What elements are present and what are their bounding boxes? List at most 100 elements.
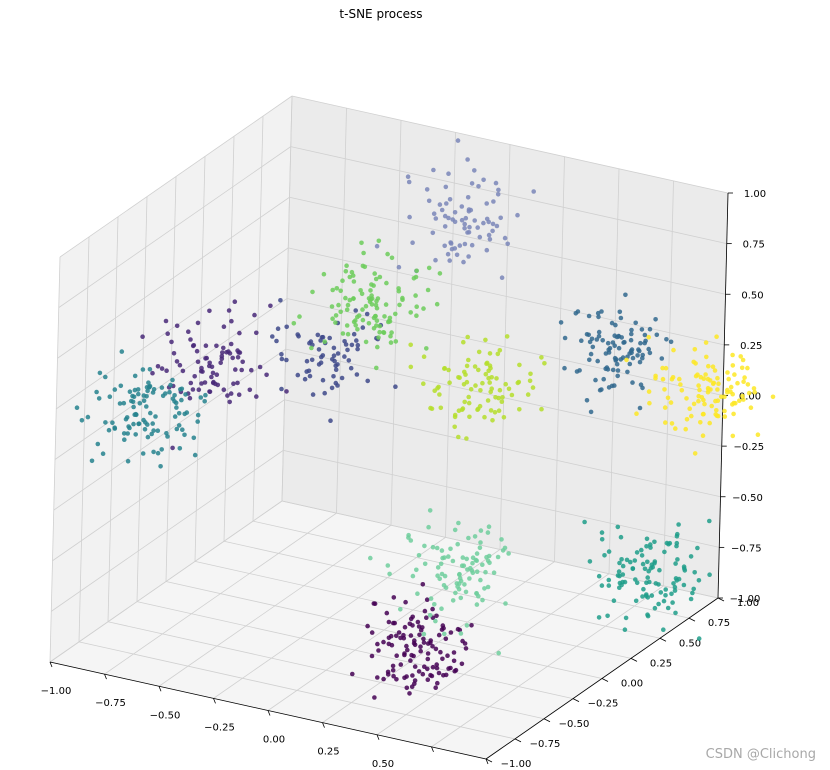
scatter-point [665,605,671,611]
scatter-point [414,567,419,573]
scatter-point [515,212,520,218]
scatter-point [613,322,618,328]
scatter-point [239,367,244,373]
scatter-point [673,576,679,581]
scatter-point [645,575,650,580]
scatter-point [446,554,451,559]
scatter-point [615,373,620,379]
scatter-point [633,320,638,326]
scatter-point [153,414,158,419]
scatter-point [336,302,341,308]
scatter-point [198,395,204,400]
scatter-point [458,631,464,636]
scatter-point [646,346,651,352]
scatter-point [187,395,193,401]
scatter-point [497,387,503,393]
scatter-point [308,339,314,344]
scatter-point [124,415,130,420]
scatter-point [481,177,486,183]
y-tick-label: 1.00 [737,598,759,609]
x-tick [322,722,325,728]
scatter-point [441,673,446,678]
scatter-point [503,381,509,387]
scatter-point [605,340,611,346]
scatter-point [606,549,612,554]
scatter-point [422,561,428,567]
scatter-point [452,424,458,430]
y-tick-label: −1.00 [501,759,532,770]
scatter-point [144,404,149,409]
scatter-point [327,335,333,341]
scatter-point [619,557,624,562]
scatter-point [274,338,279,344]
scatter-point [486,524,492,529]
scatter-point [539,406,544,412]
scatter-point [200,369,205,374]
scatter-point [596,573,602,579]
scatter-point [110,420,115,426]
scatter-point [450,598,456,603]
scatter-point [418,648,424,654]
scatter-point [359,291,365,297]
scatter-point [633,598,639,604]
scatter-point [600,338,605,343]
x-tick-label: −0.75 [95,698,126,709]
scatter-point [410,614,416,620]
scatter-point [310,392,316,397]
scatter-point [219,353,225,359]
scatter-point [596,329,602,335]
scatter-point [467,576,472,581]
scatter-point [467,224,472,230]
scatter-point [172,414,178,419]
scatter-point [350,273,356,278]
scatter-point [732,372,737,377]
scatter-point [228,341,234,347]
scatter-point [404,643,409,649]
scatter-point [112,426,118,431]
scatter-point [745,365,750,371]
scatter-point [587,357,592,363]
scatter-point [418,644,423,649]
scatter-point [671,581,676,586]
scatter-point [353,318,358,323]
scatter-point [617,560,622,566]
scatter-point [408,364,414,370]
grid-left-y [281,95,293,502]
scatter-point [472,534,478,539]
scatter-point [646,568,651,574]
scatter-point [653,581,659,586]
x-tick [267,710,271,716]
scatter-point [438,561,444,567]
scatter-point [452,527,458,533]
scatter-point [613,358,618,363]
scatter-point [485,584,491,590]
scatter-point [450,558,456,564]
scatter-point [284,357,289,363]
scatter-point [644,544,649,549]
scatter-point [615,524,621,530]
scatter-point [730,402,735,407]
scatter-point [584,398,590,403]
scatter-point [506,386,512,392]
y-tick [572,698,580,702]
scatter-point [320,334,326,340]
scatter-point [700,433,706,439]
scatter-point [447,197,453,202]
scatter-point [691,359,696,365]
scatter-point [119,349,125,354]
scatter-point [89,458,95,464]
scatter-point [647,326,653,332]
scatter-point [442,366,447,371]
scatter-point [393,339,399,344]
scatter-point [407,214,412,220]
scatter-point [375,675,380,680]
scatter-point [652,539,657,545]
scatter-point [365,623,370,629]
scatter-point [435,680,440,686]
scatter-point [331,345,337,351]
scatter-point [610,367,616,373]
scatter-point [637,405,643,411]
grid-floor-y [165,581,603,679]
scatter-point [647,350,653,356]
scatter-point [441,625,446,631]
